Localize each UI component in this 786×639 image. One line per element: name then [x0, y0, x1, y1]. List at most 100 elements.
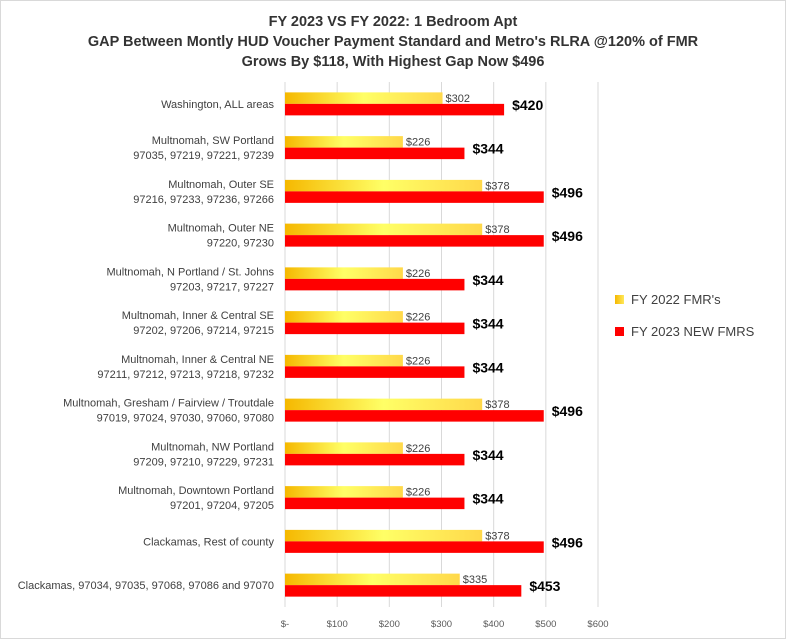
bar-fy2023[interactable]	[285, 191, 544, 203]
data-label-fy2022: $226	[406, 487, 430, 499]
data-label-fy2023: $453	[529, 578, 560, 594]
x-tick-label: $300	[431, 619, 452, 630]
category-label-line: Multnomah, SW Portland	[152, 135, 274, 147]
category-label-line: Multnomah, Outer SE	[168, 179, 274, 191]
category-label-line: Multnomah, Inner & Central SE	[122, 310, 274, 322]
category-label: Clackamas, Rest of county	[143, 536, 274, 548]
data-label-fy2023: $344	[472, 359, 503, 375]
bar-fy2023[interactable]	[285, 453, 465, 466]
data-label-fy2023: $344	[472, 491, 503, 507]
bar-fy2023[interactable]	[285, 147, 465, 160]
category-label-line: 97035, 97219, 97221, 97239	[133, 150, 274, 162]
category-label-line: 97201, 97204, 97205	[170, 500, 274, 512]
category-label-line: Multnomah, Downtown Portland	[118, 485, 274, 497]
category-label-line: Multnomah, NW Portland	[151, 441, 274, 453]
chart-title-line-2: GAP Between Montly HUD Voucher Payment S…	[87, 34, 699, 50]
category-label-line: 97220, 97230	[207, 238, 274, 250]
legend-swatch-fy2022	[615, 294, 624, 304]
bar-fy2022[interactable]	[285, 267, 403, 279]
data-label-fy2022: $378	[485, 530, 509, 542]
category-label: Multnomah, SW Portland 97035, 97219, 9722…	[133, 135, 274, 162]
bar-fy2022[interactable]	[285, 398, 483, 411]
category-label-line: Multnomah, N Portland / St. Johns	[106, 266, 274, 278]
data-label-fy2022: $302	[446, 93, 470, 105]
data-label-fy2023: $344	[472, 141, 503, 157]
bar-fy2022[interactable]	[285, 311, 403, 323]
x-tick-label: $500	[535, 619, 556, 630]
bar-fy2022[interactable]	[285, 354, 403, 367]
data-label-fy2023: $496	[552, 403, 583, 419]
category-label: Multnomah, N Portland / St. Johns 97203, …	[106, 266, 274, 293]
legend-label-fy2023: FY 2023 NEW FMRS	[631, 323, 755, 339]
bar-fy2022[interactable]	[285, 223, 483, 236]
bar-fy2023[interactable]	[285, 585, 522, 597]
data-label-fy2023: $496	[552, 228, 583, 244]
bar-fy2023[interactable]	[285, 497, 465, 510]
bar-fy2023[interactable]	[285, 278, 465, 291]
category-label: Multnomah, Outer NE 97220, 97230	[168, 223, 274, 250]
category-label: Multnomah, Outer SE 97216, 97233, 97236, …	[133, 179, 274, 206]
category-label-line: Multnomah, Outer NE	[168, 223, 274, 235]
data-label-fy2022: $226	[406, 268, 430, 280]
bar-fy2022[interactable]	[285, 179, 483, 192]
category-label: Washington, ALL areas	[161, 99, 274, 111]
chart-title-line-1: FY 2023 VS FY 2022: 1 Bedroom Apt	[268, 14, 518, 30]
data-label-fy2022: $226	[406, 137, 430, 149]
category-label-line: 97209, 97210, 97229, 97231	[133, 456, 274, 468]
data-label-fy2023: $496	[552, 534, 583, 550]
category-label-line: 97211, 97212, 97213, 97218, 97232	[97, 369, 274, 381]
category-label-line: Multnomah, Inner & Central NE	[121, 354, 274, 366]
category-label: Multnomah, NW Portland 97209, 97210, 9722…	[133, 441, 274, 468]
data-label-fy2022: $226	[406, 443, 430, 455]
bar-fy2023[interactable]	[285, 103, 505, 116]
category-label-line: Washington, ALL areas	[161, 99, 274, 111]
data-label-fy2023: $344	[472, 447, 503, 463]
data-label-fy2022: $378	[485, 399, 509, 411]
bar-fy2023[interactable]	[285, 410, 544, 422]
data-label-fy2022: $378	[485, 180, 509, 192]
x-tick-label: $200	[379, 619, 400, 630]
data-label-fy2022: $226	[406, 312, 430, 324]
data-label-fy2023: $496	[552, 184, 583, 200]
data-label-fy2023: $344	[472, 272, 503, 288]
bar-fy2023[interactable]	[285, 541, 544, 553]
data-label-fy2023: $420	[512, 97, 543, 113]
category-label-line: Clackamas, Rest of county	[143, 536, 274, 548]
bar-fy2023[interactable]	[285, 235, 544, 247]
data-label-fy2022: $378	[485, 224, 509, 236]
bar-fy2022[interactable]	[285, 92, 443, 104]
category-label-line: 97202, 97206, 97214, 97215	[133, 325, 274, 337]
category-label-line: Clackamas, 97034, 97035, 97068, 97086 an…	[18, 580, 274, 592]
bar-fy2022[interactable]	[285, 529, 483, 542]
x-tick-label: $-	[281, 619, 289, 630]
x-tick-label: $400	[483, 619, 504, 630]
category-label: Multnomah, Downtown Portland 97201, 97204…	[118, 485, 274, 512]
chart-title-line-3: Grows By $118, With Highest Gap Now $496	[241, 54, 545, 70]
data-label-fy2023: $344	[472, 316, 503, 332]
category-label-line: Multnomah, Gresham / Fairview / Troutdal…	[63, 398, 274, 410]
bar-fy2022[interactable]	[285, 442, 403, 454]
legend-item-fy2022[interactable]: FY 2022 FMR's	[615, 290, 780, 308]
bar-fy2022[interactable]	[285, 486, 403, 498]
bar-fy2022[interactable]	[285, 136, 403, 148]
category-label: Multnomah, Inner & Central NE 97211, 9721…	[97, 354, 274, 381]
category-label-line: 97019, 97024, 97030, 97060, 97080	[97, 413, 274, 425]
bar-fy2023[interactable]	[285, 366, 465, 378]
x-tick-label: $100	[327, 619, 348, 630]
legend: FY 2022 FMR's FY 2023 NEW FMRS	[615, 290, 780, 354]
category-label: Clackamas, 97034, 97035, 97068, 97086 an…	[18, 580, 274, 592]
bar-fy2022[interactable]	[285, 573, 460, 586]
legend-label-fy2022: FY 2022 FMR's	[631, 291, 721, 307]
chart-title: FY 2023 VS FY 2022: 1 Bedroom Apt GAP Be…	[0, 12, 786, 72]
legend-swatch-fy2023	[615, 326, 624, 336]
legend-item-fy2023[interactable]: FY 2023 NEW FMRS	[615, 322, 780, 340]
category-label: Multnomah, Inner & Central SE 97202, 9720…	[122, 310, 274, 337]
x-tick-label: $600	[587, 619, 608, 630]
category-label-line: 97216, 97233, 97236, 97266	[133, 194, 274, 206]
category-label-line: 97203, 97217, 97227	[170, 281, 274, 293]
category-label: Multnomah, Gresham / Fairview / Troutdal…	[63, 398, 274, 425]
data-label-fy2022: $226	[406, 355, 430, 367]
bar-fy2023[interactable]	[285, 322, 465, 335]
data-label-fy2022: $335	[463, 574, 487, 586]
